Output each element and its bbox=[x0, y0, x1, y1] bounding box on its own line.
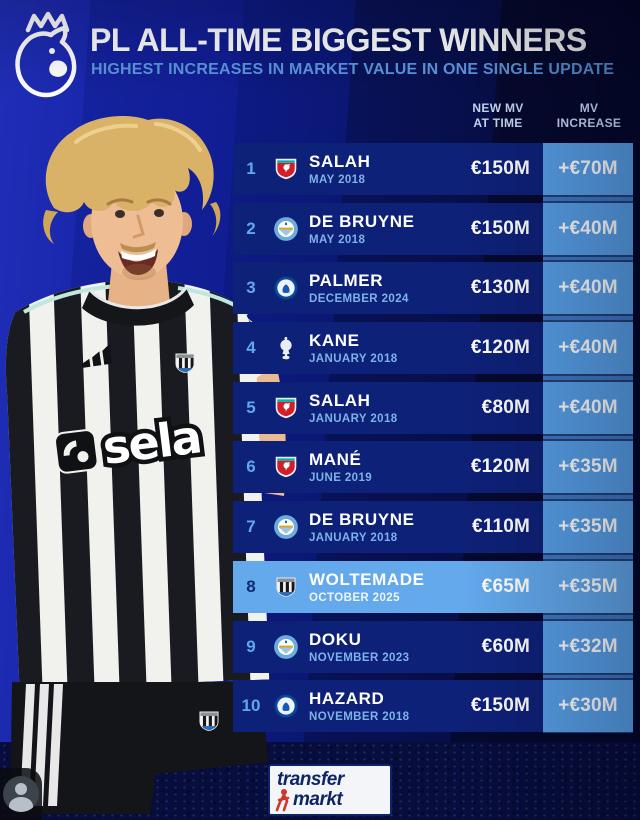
table-row: 10 HAZARD NOVEMBER 2018 €150M +€30M bbox=[233, 680, 633, 733]
player-name: MANÉ bbox=[309, 450, 362, 470]
update-date: JANUARY 2018 bbox=[309, 412, 398, 425]
ranking-table: 1 SALAH MAY 2018 €150M +€70M 2 DE BRUYNE… bbox=[233, 143, 633, 734]
rank: 2 bbox=[246, 218, 256, 238]
column-header-new-mv: NEW MV AT TIME bbox=[472, 101, 524, 130]
update-date: OCTOBER 2025 bbox=[309, 591, 400, 604]
mv-increase: +€35M bbox=[543, 560, 633, 613]
new-market-value: €60M bbox=[481, 635, 530, 657]
table-rows: 1 SALAH MAY 2018 €150M +€70M 2 DE BRUYNE… bbox=[233, 143, 633, 733]
new-market-value: €65M bbox=[481, 575, 530, 597]
avatar-person-icon bbox=[15, 783, 27, 795]
rank: 3 bbox=[246, 278, 256, 298]
chelsea-badge bbox=[269, 693, 303, 719]
player-name: SALAH bbox=[309, 152, 371, 171]
mv-increase: +€32M bbox=[543, 620, 633, 673]
svg-text:sela: sela bbox=[100, 409, 203, 474]
chelsea-badge bbox=[269, 275, 303, 301]
player-name: DOKU bbox=[309, 629, 362, 649]
sela-sponsor-logo: sela bbox=[54, 405, 208, 479]
mv-increase: +€40M bbox=[543, 381, 633, 434]
liverpool-badge bbox=[269, 454, 303, 480]
rank: 7 bbox=[246, 517, 256, 537]
rank: 4 bbox=[246, 338, 256, 358]
player-name: DE BRUYNE bbox=[309, 510, 415, 530]
table-row: 8 WOLTEMADE OCTOBER 2025 €65M +€35M bbox=[233, 560, 633, 613]
table-row: 5 SALAH JANUARY 2018 €80M +€40M bbox=[233, 381, 633, 434]
player-name: PALMER bbox=[309, 271, 384, 291]
rank: 5 bbox=[246, 397, 256, 417]
table-row: 2 DE BRUYNE MAY 2018 €150M +€40M bbox=[233, 202, 633, 255]
table-row: 9 DOKU NOVEMBER 2023 €60M +€32M bbox=[233, 620, 633, 673]
avatar[interactable] bbox=[3, 776, 39, 812]
mancity-badge bbox=[269, 634, 303, 660]
mv-increase: +€30M bbox=[543, 680, 633, 733]
new-market-value: €150M bbox=[470, 695, 530, 717]
table-row: 3 PALMER DECEMBER 2024 €130M +€40M bbox=[233, 262, 633, 315]
table-row: 6 MANÉ JUNE 2019 €120M +€35M bbox=[233, 441, 633, 494]
new-market-value: €120M bbox=[470, 456, 530, 478]
new-market-value: €80M bbox=[481, 396, 530, 418]
transfermarkt-figure-icon bbox=[275, 789, 290, 812]
liverpool-badge bbox=[269, 156, 303, 182]
update-date: MAY 2018 bbox=[309, 233, 366, 246]
page-subtitle: HIGHEST INCREASES IN MARKET VALUE IN ONE… bbox=[91, 61, 615, 78]
player-name: KANE bbox=[309, 331, 360, 351]
update-date: NOVEMBER 2023 bbox=[309, 651, 410, 664]
page-title: PL ALL-TIME BIGGEST WINNERS bbox=[90, 22, 587, 58]
update-date: NOVEMBER 2018 bbox=[309, 711, 410, 724]
new-market-value: €110M bbox=[471, 516, 530, 538]
player-name: HAZARD bbox=[309, 689, 385, 709]
adidas-icon bbox=[81, 343, 113, 368]
player-name: SALAH bbox=[309, 390, 371, 410]
liverpool-badge bbox=[269, 395, 303, 421]
premier-league-lion-icon bbox=[15, 11, 77, 98]
transfermarkt-logo: transfer markt bbox=[268, 764, 392, 816]
update-date: JUNE 2019 bbox=[309, 472, 373, 485]
table-row: 4 KANE JANUARY 2018 €120M +€40M bbox=[233, 322, 633, 375]
rank: 10 bbox=[241, 696, 261, 716]
rank: 8 bbox=[246, 576, 256, 596]
rank: 9 bbox=[246, 636, 256, 656]
transfermarkt-word-transfer: transfer bbox=[277, 769, 344, 790]
update-date: JANUARY 2018 bbox=[309, 353, 398, 366]
update-date: JANUARY 2018 bbox=[309, 532, 398, 545]
new-market-value: €150M bbox=[470, 158, 530, 179]
new-market-value: €130M bbox=[470, 277, 530, 299]
update-date: MAY 2018 bbox=[309, 174, 366, 186]
transfermarkt-word-markt: markt bbox=[293, 789, 343, 810]
rank: 6 bbox=[246, 457, 256, 477]
column-header-mv-increase: MV INCREASE bbox=[556, 101, 622, 130]
table-row: 1 SALAH MAY 2018 €150M +€70M bbox=[233, 143, 633, 195]
avatar-tile bbox=[0, 768, 42, 820]
mv-increase: +€35M bbox=[543, 501, 633, 554]
mv-increase: +€40M bbox=[543, 322, 633, 375]
mv-increase: +€40M bbox=[543, 262, 633, 315]
newcastle-badge bbox=[269, 574, 303, 600]
mancity-badge bbox=[269, 514, 303, 540]
new-market-value: €120M bbox=[470, 337, 530, 359]
mancity-badge bbox=[269, 216, 303, 242]
table-row: 7 DE BRUYNE JANUARY 2018 €110M +€35M bbox=[233, 501, 633, 554]
player-name: WOLTEMADE bbox=[309, 569, 425, 589]
player-name: DE BRUYNE bbox=[309, 211, 415, 231]
player-photo: sela bbox=[2, 116, 286, 814]
update-date: DECEMBER 2024 bbox=[309, 293, 409, 306]
mv-increase: +€70M bbox=[543, 143, 633, 195]
rank: 1 bbox=[246, 159, 256, 178]
mv-increase: +€35M bbox=[543, 441, 633, 494]
mv-increase: +€40M bbox=[543, 202, 633, 255]
new-market-value: €150M bbox=[470, 217, 530, 239]
tottenham-badge bbox=[269, 335, 303, 361]
